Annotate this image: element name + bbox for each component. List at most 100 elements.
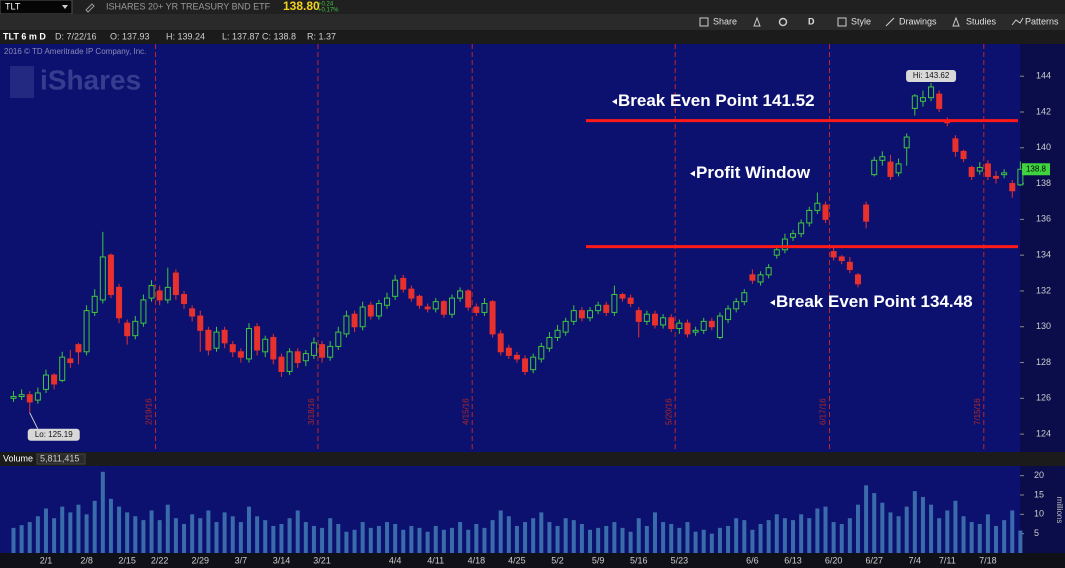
y-tick-label: 128 — [1036, 357, 1051, 367]
candle-body — [976, 166, 983, 172]
volume-bar — [896, 516, 901, 553]
volume-bar — [953, 500, 958, 553]
candle-body — [424, 306, 431, 310]
candle-body — [34, 392, 41, 401]
candle-body — [798, 222, 805, 235]
volume-bar — [539, 512, 544, 553]
volume-bar — [246, 506, 251, 553]
header-item: O: 137.93 — [110, 31, 150, 41]
symbol[interactable]: TLT — [5, 1, 21, 11]
volume-title: Volume — [3, 453, 33, 463]
candle-body — [643, 313, 650, 322]
volume-bar — [961, 516, 966, 553]
button[interactable]: Style — [851, 16, 871, 26]
volume-bar — [782, 518, 787, 553]
y-tick-label: 132 — [1036, 285, 1051, 295]
volume-bar — [571, 520, 576, 553]
candle-body — [156, 290, 163, 301]
volume-bar — [717, 527, 722, 553]
candle-body — [286, 351, 293, 372]
time-axis-panel — [0, 553, 1065, 568]
button[interactable]: Share — [713, 16, 737, 26]
last-price-box — [1022, 163, 1050, 176]
volume-bar — [173, 518, 178, 553]
candle-body — [75, 344, 82, 353]
settings-icon[interactable] — [778, 17, 788, 27]
candle-body — [871, 159, 878, 176]
volume-bar — [76, 504, 81, 553]
volume-axis-label: millions — [1055, 497, 1064, 524]
candle-body — [197, 315, 204, 331]
volume-bar — [100, 471, 105, 553]
volume-bar — [774, 514, 779, 553]
x-tick-label: 2/1 — [40, 555, 53, 565]
candle-body — [140, 299, 147, 324]
volume-bar — [872, 493, 877, 553]
candle-body — [319, 344, 326, 358]
flask-icon[interactable] — [753, 16, 761, 27]
x-tick-label: 2/29 — [191, 555, 209, 565]
candle-body — [538, 345, 545, 360]
volume-bar — [644, 525, 649, 553]
x-tick-label: 2/22 — [151, 555, 169, 565]
candle-body — [960, 150, 967, 160]
volume-bar — [271, 525, 276, 553]
candle-body — [562, 320, 569, 333]
volume-bar — [108, 498, 113, 553]
candle-body — [936, 93, 943, 109]
style-icon — [837, 17, 847, 27]
volume-bar — [588, 529, 593, 553]
button[interactable]: D — [808, 16, 815, 26]
candle-body — [229, 344, 236, 353]
candle-body — [879, 156, 886, 161]
y-tick-label: 144 — [1036, 71, 1051, 81]
y-tick-label: 126 — [1036, 393, 1051, 403]
x-tick-label: 5/23 — [671, 555, 689, 565]
candle-body — [327, 345, 334, 358]
chart-header-bar — [0, 30, 1065, 44]
studies-icon — [952, 16, 960, 27]
volume-bar — [693, 531, 698, 553]
x-tick-label: 2/8 — [80, 555, 93, 565]
volume-bar — [490, 520, 495, 553]
volume-bar — [133, 516, 138, 553]
candle-body — [984, 163, 991, 177]
candle-body — [408, 288, 415, 299]
candle-body — [919, 97, 926, 102]
candle-body — [59, 356, 66, 381]
y-tick-label: 124 — [1036, 428, 1051, 438]
hi-label-box — [906, 70, 957, 83]
volume-bar — [60, 506, 65, 553]
candle-body — [668, 317, 675, 330]
volume-bar — [360, 522, 365, 553]
edit-icon[interactable] — [85, 3, 95, 13]
candle-body — [773, 249, 780, 256]
candle-body — [189, 308, 196, 317]
candle-body — [83, 310, 90, 353]
volume-bar — [888, 512, 893, 553]
volume-bar — [669, 524, 674, 553]
volume-bar — [514, 525, 519, 553]
button[interactable]: Patterns — [1025, 16, 1059, 26]
candle-body — [400, 277, 407, 290]
volume-bar — [555, 525, 560, 553]
candle-body — [205, 329, 212, 351]
volume-bar — [815, 508, 820, 553]
header-item: C: 138.8 — [262, 31, 296, 41]
volume-bar — [336, 524, 341, 553]
volume-bar — [1010, 510, 1015, 553]
volume-bar — [385, 522, 390, 553]
volume-bar — [352, 529, 357, 553]
volume-bar — [677, 527, 682, 553]
volume-bar — [214, 522, 219, 553]
lo-connector — [29, 412, 39, 430]
candle-body — [1001, 172, 1008, 176]
x-tick-label: 7/18 — [979, 555, 997, 565]
top-bar — [0, 0, 1065, 14]
volume-bar — [799, 514, 804, 553]
button[interactable]: Drawings — [899, 16, 937, 26]
volume-bar — [433, 525, 438, 553]
x-tick-label: 4/11 — [427, 555, 444, 565]
candle-body — [310, 342, 317, 356]
button[interactable]: Studies — [966, 16, 997, 26]
